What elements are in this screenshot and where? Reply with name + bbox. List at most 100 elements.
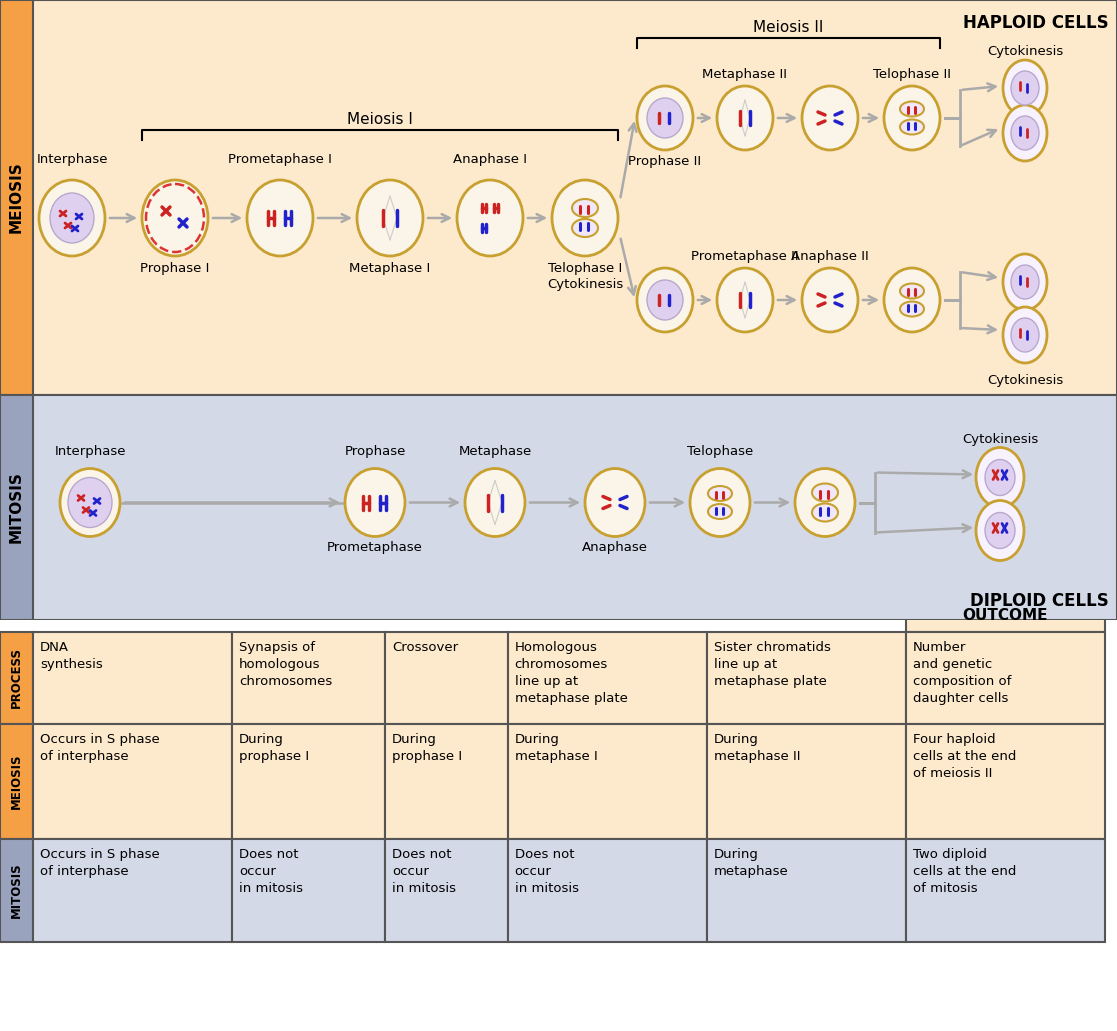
Ellipse shape bbox=[572, 219, 598, 237]
Ellipse shape bbox=[900, 284, 924, 299]
Bar bbox=[906, 839, 1105, 942]
Ellipse shape bbox=[812, 503, 838, 522]
Text: Occurs in S phase
of interphase: Occurs in S phase of interphase bbox=[40, 849, 160, 878]
Bar bbox=[707, 632, 906, 724]
Text: Crossover: Crossover bbox=[392, 641, 458, 654]
Ellipse shape bbox=[802, 268, 858, 332]
Bar bbox=[906, 596, 1105, 632]
Bar bbox=[906, 632, 1105, 724]
Bar bbox=[707, 724, 906, 839]
Bar bbox=[508, 724, 707, 839]
Bar bbox=[232, 632, 385, 724]
Text: MITOSIS: MITOSIS bbox=[9, 471, 23, 543]
Bar bbox=[508, 839, 707, 942]
Ellipse shape bbox=[457, 180, 523, 256]
Ellipse shape bbox=[795, 468, 855, 536]
Bar bbox=[0, 395, 1117, 620]
Ellipse shape bbox=[68, 477, 112, 528]
Text: Number
and genetic
composition of
daughter cells: Number and genetic composition of daught… bbox=[913, 641, 1011, 705]
Bar bbox=[232, 724, 385, 839]
Ellipse shape bbox=[142, 180, 208, 256]
Text: Occurs in S phase
of interphase: Occurs in S phase of interphase bbox=[40, 733, 160, 763]
Bar bbox=[232, 839, 385, 942]
Ellipse shape bbox=[717, 268, 773, 332]
Bar bbox=[0, 839, 34, 942]
Text: Interphase: Interphase bbox=[36, 153, 107, 166]
Text: Telophase: Telophase bbox=[687, 445, 753, 459]
Text: Prometaphase I: Prometaphase I bbox=[228, 153, 332, 166]
Text: Two diploid
cells at the end
of mitosis: Two diploid cells at the end of mitosis bbox=[913, 849, 1016, 895]
Text: Prophase: Prophase bbox=[344, 445, 405, 459]
Ellipse shape bbox=[1003, 307, 1047, 363]
Text: Does not
occur
in mitosis: Does not occur in mitosis bbox=[515, 849, 579, 895]
Bar bbox=[0, 395, 34, 620]
Text: Meiosis I: Meiosis I bbox=[347, 112, 413, 127]
Ellipse shape bbox=[50, 193, 94, 243]
Text: During
prophase I: During prophase I bbox=[239, 733, 309, 763]
Ellipse shape bbox=[1011, 71, 1039, 105]
Bar bbox=[508, 632, 707, 724]
Ellipse shape bbox=[812, 484, 838, 501]
Bar bbox=[0, 724, 34, 839]
Text: MEIOSIS: MEIOSIS bbox=[10, 754, 23, 809]
Ellipse shape bbox=[985, 512, 1015, 548]
Ellipse shape bbox=[647, 98, 682, 138]
Text: Interphase: Interphase bbox=[55, 445, 126, 459]
Ellipse shape bbox=[585, 468, 645, 536]
Text: MEIOSIS: MEIOSIS bbox=[9, 162, 23, 233]
Ellipse shape bbox=[690, 468, 750, 536]
Text: Anaphase: Anaphase bbox=[582, 541, 648, 555]
Text: PROCESS: PROCESS bbox=[10, 647, 23, 708]
Ellipse shape bbox=[552, 180, 618, 256]
Text: Does not
occur
in mitosis: Does not occur in mitosis bbox=[392, 849, 456, 895]
Text: Cytokinesis: Cytokinesis bbox=[987, 374, 1063, 387]
Ellipse shape bbox=[884, 268, 941, 332]
Text: During
metaphase I: During metaphase I bbox=[515, 733, 598, 763]
Ellipse shape bbox=[465, 468, 525, 536]
Text: Meiosis II: Meiosis II bbox=[753, 20, 823, 35]
Text: Telophase II: Telophase II bbox=[873, 68, 951, 81]
Ellipse shape bbox=[1003, 254, 1047, 310]
Text: HAPLOID CELLS: HAPLOID CELLS bbox=[963, 14, 1109, 32]
Ellipse shape bbox=[357, 180, 423, 256]
Ellipse shape bbox=[884, 86, 941, 149]
Text: Four haploid
cells at the end
of meiosis II: Four haploid cells at the end of meiosis… bbox=[913, 733, 1016, 780]
Ellipse shape bbox=[1011, 265, 1039, 299]
Bar bbox=[906, 724, 1105, 839]
Text: Metaphase: Metaphase bbox=[458, 445, 532, 459]
Bar bbox=[385, 724, 508, 839]
Ellipse shape bbox=[708, 504, 732, 519]
Text: During
metaphase II: During metaphase II bbox=[714, 733, 800, 763]
Text: Prometaphase II: Prometaphase II bbox=[691, 250, 799, 263]
Ellipse shape bbox=[1011, 318, 1039, 352]
Bar bbox=[34, 724, 232, 839]
Text: Cytokinesis: Cytokinesis bbox=[547, 278, 623, 291]
Bar bbox=[0, 620, 1117, 632]
Ellipse shape bbox=[39, 180, 105, 256]
Text: DNA
synthesis: DNA synthesis bbox=[40, 641, 103, 671]
Ellipse shape bbox=[976, 447, 1024, 507]
Ellipse shape bbox=[637, 268, 693, 332]
Ellipse shape bbox=[1011, 117, 1039, 149]
Ellipse shape bbox=[900, 301, 924, 317]
Bar bbox=[34, 839, 232, 942]
Text: During
metaphase: During metaphase bbox=[714, 849, 789, 878]
Text: Metaphase II: Metaphase II bbox=[703, 68, 787, 81]
Ellipse shape bbox=[637, 86, 693, 149]
Text: Prometaphase: Prometaphase bbox=[327, 541, 423, 555]
Bar bbox=[385, 839, 508, 942]
Text: Synapsis of
homologous
chromosomes: Synapsis of homologous chromosomes bbox=[239, 641, 333, 688]
Bar bbox=[385, 632, 508, 724]
Ellipse shape bbox=[647, 280, 682, 320]
Ellipse shape bbox=[60, 468, 120, 536]
Bar bbox=[0, 0, 34, 395]
Ellipse shape bbox=[708, 486, 732, 501]
Text: OUTCOME: OUTCOME bbox=[963, 607, 1048, 623]
Text: Sister chromatids
line up at
metaphase plate: Sister chromatids line up at metaphase p… bbox=[714, 641, 831, 688]
Ellipse shape bbox=[985, 460, 1015, 496]
Ellipse shape bbox=[572, 199, 598, 217]
Bar bbox=[0, 632, 34, 724]
Bar bbox=[707, 839, 906, 942]
Text: Cytokinesis: Cytokinesis bbox=[962, 433, 1038, 446]
Text: DIPLOID CELLS: DIPLOID CELLS bbox=[971, 592, 1109, 610]
